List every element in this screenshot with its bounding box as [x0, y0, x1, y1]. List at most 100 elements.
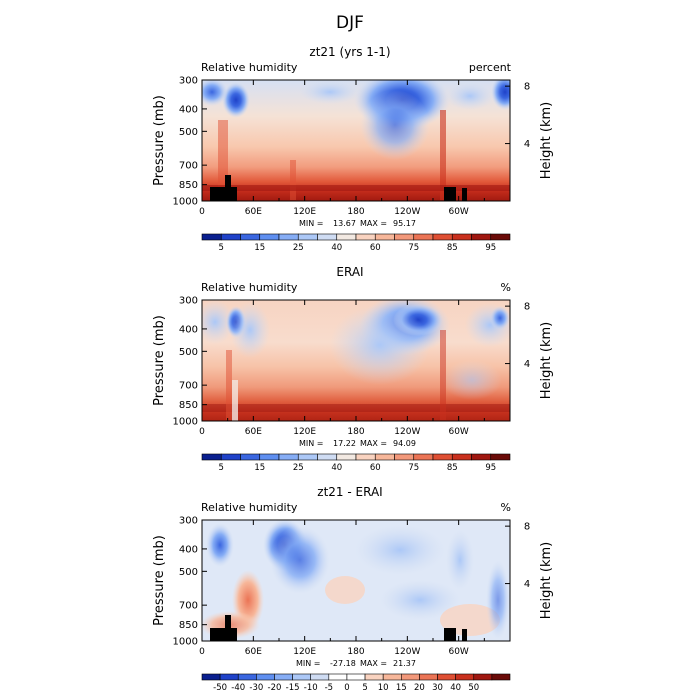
variable-label: Relative humidity	[201, 281, 298, 294]
colorbar-swatch	[220, 453, 241, 461]
x-tick-label: 180	[347, 427, 364, 437]
colorbar-swatch	[490, 453, 511, 461]
units-label: %	[501, 281, 511, 294]
heatmap-field	[202, 80, 510, 201]
colorbar-label: 60	[370, 243, 381, 253]
colorbar-swatch	[201, 233, 222, 241]
colorbar-label: 85	[447, 243, 458, 253]
colorbar-swatch	[491, 673, 511, 681]
x-tick-label: 120W	[394, 427, 420, 437]
figure-title: DJF	[336, 13, 364, 33]
heatmap-field	[202, 300, 510, 421]
x-tick-label: 0	[199, 207, 205, 217]
x-tick-label: 120E	[293, 427, 316, 437]
colorbar-label: 40	[331, 243, 342, 253]
max-label: MAX =	[360, 219, 387, 228]
colorbar-label: 40	[450, 683, 461, 693]
max-label: MAX =	[360, 659, 387, 668]
colorbar-label: 20	[414, 683, 425, 693]
colorbar-label: 85	[447, 463, 458, 473]
min-label: MIN =	[299, 439, 324, 448]
colorbar-swatch	[451, 453, 472, 461]
x-tick-label: 0	[199, 647, 205, 657]
colorbar-label: 40	[331, 463, 342, 473]
colorbar-swatch	[237, 673, 257, 681]
colorbar-label: -30	[249, 683, 263, 693]
y-tick-label: 300	[179, 296, 198, 307]
variable-label: Relative humidity	[201, 501, 298, 514]
colorbar-label: -10	[304, 683, 318, 693]
colorbar-label: 30	[432, 683, 443, 693]
x-tick-label: 60W	[448, 647, 468, 657]
panel-title: zt21 - ERAI	[317, 485, 382, 499]
colorbar-swatch	[394, 453, 415, 461]
colorbar-swatch	[471, 233, 492, 241]
units-label: %	[501, 501, 511, 514]
y-tick-label: 400	[179, 104, 198, 115]
min-label: MIN =	[299, 219, 324, 228]
colorbar-label: -50	[213, 683, 227, 693]
colorbar-label: 25	[293, 463, 304, 473]
x-tick-label: 120E	[293, 207, 316, 217]
x-tick-label: 180	[347, 207, 364, 217]
x-tick-label: 60W	[448, 427, 468, 437]
y-tick-label: 300	[179, 516, 198, 527]
y-axis-title: Pressure (mb)	[152, 535, 167, 626]
height-tick-label: 4	[524, 359, 530, 370]
colorbar-label: 5	[362, 683, 367, 693]
terrain-mask	[210, 615, 467, 641]
colorbar-label: 75	[408, 243, 419, 253]
y-tick-label: 1000	[173, 197, 198, 208]
colorbar-swatch	[336, 453, 357, 461]
colorbar-swatch	[219, 673, 239, 681]
colorbar-swatch	[355, 233, 376, 241]
y-tick-label: 700	[179, 381, 198, 392]
x-tick-label: 60E	[245, 647, 262, 657]
colorbar-swatch	[259, 453, 280, 461]
colorbar-swatch	[292, 673, 312, 681]
y-axis-title: Pressure (mb)	[152, 95, 167, 186]
colorbar-swatch	[278, 233, 299, 241]
colorbar-swatch	[240, 233, 261, 241]
colorbar-label: 15	[254, 463, 265, 473]
y-tick-label: 500	[179, 567, 198, 578]
panel-title: ERAI	[336, 265, 363, 279]
colorbar-label: 50	[468, 683, 479, 693]
panel-model: zt21 (yrs 1-1) Relative humidity percent…	[152, 45, 554, 253]
min-value: 17.22	[333, 439, 356, 448]
colorbar-swatch	[201, 453, 222, 461]
x-tick-label: 120E	[293, 647, 316, 657]
units-label: percent	[469, 61, 512, 74]
colorbar-swatch	[374, 233, 395, 241]
height-tick-label: 4	[524, 139, 530, 150]
colorbar-label: -20	[268, 683, 282, 693]
colorbar-label: 95	[485, 243, 496, 253]
colorbar-swatch	[297, 453, 318, 461]
colorbar-swatch	[278, 453, 299, 461]
colorbar-label: -5	[325, 683, 333, 693]
colorbar-swatch	[400, 673, 420, 681]
colorbar-label: 95	[485, 463, 496, 473]
y-tick-label: 500	[179, 127, 198, 138]
y-tick-label: 300	[179, 76, 198, 87]
height-tick-label: 8	[524, 82, 530, 93]
y-axis-title: Pressure (mb)	[152, 315, 167, 406]
colorbar-swatch	[317, 233, 338, 241]
max-label: MAX =	[360, 439, 387, 448]
colorbar-swatch	[382, 673, 402, 681]
y-tick-label: 1000	[173, 417, 198, 428]
x-tick-label: 60W	[448, 207, 468, 217]
min-value: -27.18	[330, 659, 356, 668]
y-tick-label: 500	[179, 347, 198, 358]
colorbar-label: -15	[286, 683, 300, 693]
height-tick-label: 8	[524, 302, 530, 313]
y-tick-label: 400	[179, 324, 198, 335]
colorbar-swatch	[201, 673, 221, 681]
colorbar-swatch	[274, 673, 293, 681]
y-tick-label: 1000	[173, 637, 198, 648]
colorbar-swatch	[328, 673, 348, 681]
colorbar-swatch	[259, 233, 280, 241]
heatmap-field	[202, 520, 510, 641]
colorbar-swatch	[310, 673, 330, 681]
